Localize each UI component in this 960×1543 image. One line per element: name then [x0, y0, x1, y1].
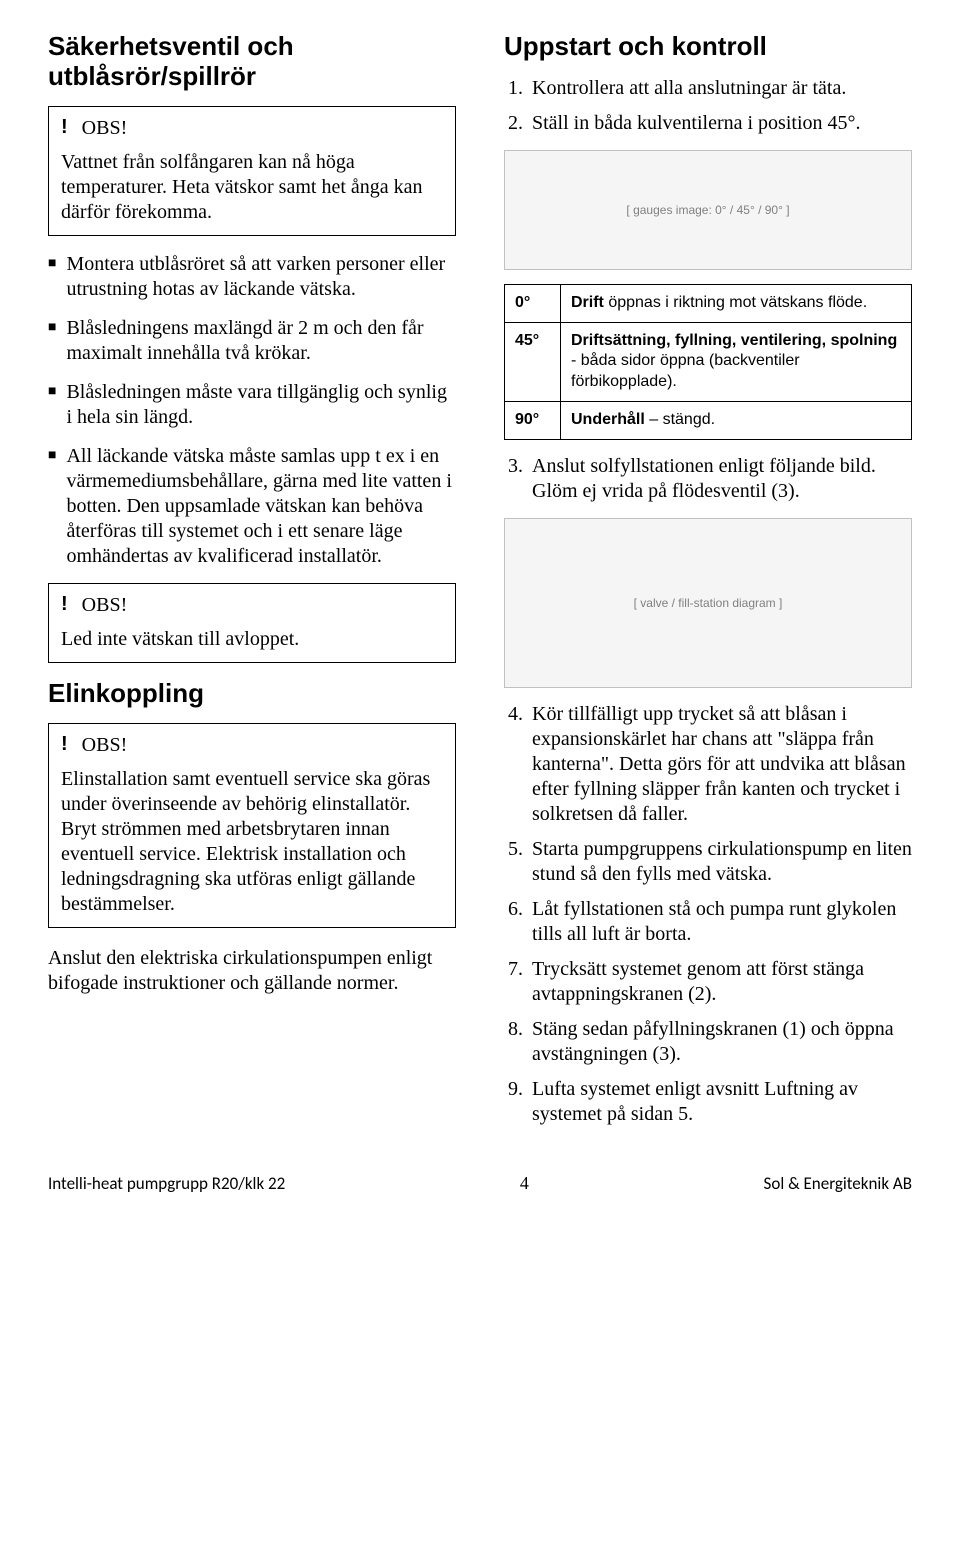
step-item: Kör tillfälligt upp trycket så att blåsa… — [528, 702, 912, 827]
bullet-item: ■Montera utblåsröret så att varken perso… — [48, 252, 456, 302]
step-item: Anslut solfyllstationen enligt följande … — [528, 454, 912, 504]
cell-key: 45° — [505, 322, 561, 401]
obs-icon: ! — [61, 117, 68, 137]
step-item: Lufta systemet enligt avsnitt Luftning a… — [528, 1077, 912, 1127]
bullet-text: Blåsledningen måste vara tillgänglig och… — [66, 380, 456, 430]
step-item: Stäng sedan påfyllningskranen (1) och öp… — [528, 1017, 912, 1067]
step-item: Ställ in båda kulventilerna i position 4… — [528, 111, 912, 136]
start-steps-4-9: Kör tillfälligt upp trycket så att blåsa… — [504, 702, 912, 1127]
note-3-body: Elinstallation samt eventuell service sk… — [61, 767, 443, 917]
table-row: 90° Underhåll – stängd. — [505, 402, 912, 440]
square-bullet-icon: ■ — [48, 444, 56, 569]
square-bullet-icon: ■ — [48, 316, 56, 366]
step-item: Trycksätt systemet genom att först stäng… — [528, 957, 912, 1007]
note-1-body: Vattnet från solfångaren kan nå höga tem… — [61, 150, 443, 225]
footer-page-number: 4 — [520, 1173, 529, 1194]
gauges-image: [ gauges image: 0° / 45° / 90° ] — [504, 150, 912, 270]
step-item: Kontrollera att alla anslutningar är tät… — [528, 76, 912, 101]
cell-desc: Driftsättning, fyllning, ventilering, sp… — [561, 322, 912, 401]
page-footer: Intelli-heat pumpgrupp R20/klk 22 4 Sol … — [48, 1173, 912, 1194]
cell-desc: Drift öppnas i riktning mot vätskans flö… — [561, 284, 912, 322]
cell-key: 0° — [505, 284, 561, 322]
safety-bullet-list: ■Montera utblåsröret så att varken perso… — [48, 252, 456, 569]
square-bullet-icon: ■ — [48, 252, 56, 302]
obs-icon: ! — [61, 594, 68, 614]
para-connect-pump: Anslut den elektriska cirkulationspumpen… — [48, 946, 456, 996]
bullet-text: All läckande vätska måste samlas upp t e… — [66, 444, 456, 569]
right-column: Uppstart och kontroll Kontrollera att al… — [504, 32, 912, 1141]
bullet-item: ■Blåsledningens maxlängd är 2 m och den … — [48, 316, 456, 366]
start-step-3: Anslut solfyllstationen enligt följande … — [504, 454, 912, 504]
note-box-1: ! OBS! Vattnet från solfångaren kan nå h… — [48, 106, 456, 236]
section-title-elinkoppling: Elinkoppling — [48, 679, 456, 709]
start-steps-1-2: Kontrollera att alla anslutningar är tät… — [504, 76, 912, 136]
valve-diagram-image: [ valve / fill-station diagram ] — [504, 518, 912, 688]
obs-icon: ! — [61, 734, 68, 754]
footer-right: Sol & Energiteknik AB — [764, 1173, 912, 1194]
footer-left: Intelli-heat pumpgrupp R20/klk 22 — [48, 1173, 285, 1194]
obs-label: OBS! — [82, 117, 128, 140]
step-item: Starta pumpgruppens cirkulationspump en … — [528, 837, 912, 887]
section-title-safety-valve: Säkerhetsventil och utblåsrör/spillrör — [48, 32, 456, 92]
cell-key: 90° — [505, 402, 561, 440]
cell-desc: Underhåll – stängd. — [561, 402, 912, 440]
step-item: Låt fyllstationen stå och pumpa runt gly… — [528, 897, 912, 947]
note-2-body: Led inte vätskan till avloppet. — [61, 627, 443, 652]
valve-position-table: 0° Drift öppnas i riktning mot vätskans … — [504, 284, 912, 440]
bullet-text: Montera utblåsröret så att varken person… — [66, 252, 456, 302]
bullet-item: ■Blåsledningen måste vara tillgänglig oc… — [48, 380, 456, 430]
square-bullet-icon: ■ — [48, 380, 56, 430]
obs-label: OBS! — [82, 594, 128, 617]
note-box-2: ! OBS! Led inte vätskan till avloppet. — [48, 583, 456, 663]
table-row: 0° Drift öppnas i riktning mot vätskans … — [505, 284, 912, 322]
section-title-uppstart: Uppstart och kontroll — [504, 32, 912, 62]
left-column: Säkerhetsventil och utblåsrör/spillrör !… — [48, 32, 456, 1141]
bullet-item: ■All läckande vätska måste samlas upp t … — [48, 444, 456, 569]
obs-label: OBS! — [82, 734, 128, 757]
note-box-3: ! OBS! Elinstallation samt eventuell ser… — [48, 723, 456, 928]
bullet-text: Blåsledningens maxlängd är 2 m och den f… — [66, 316, 456, 366]
table-row: 45° Driftsättning, fyllning, ventilering… — [505, 322, 912, 401]
